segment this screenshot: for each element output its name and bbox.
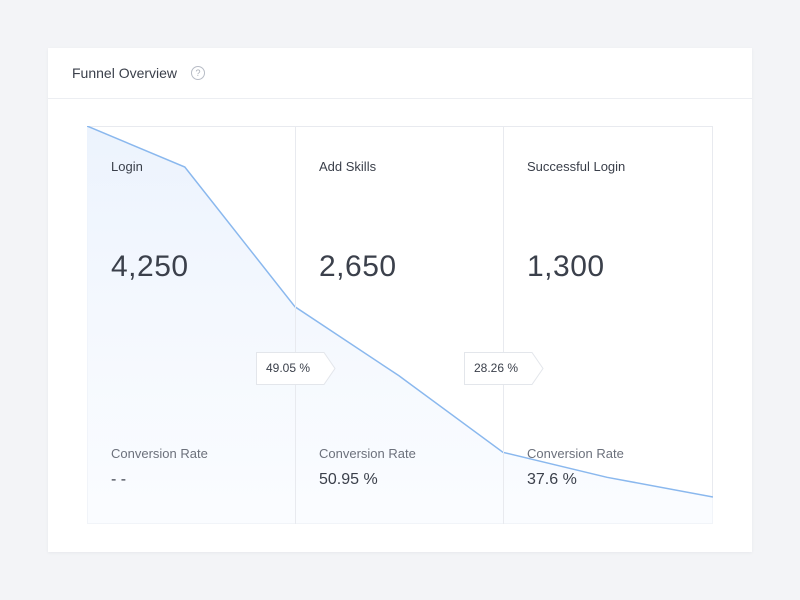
stage-label: Login [111, 159, 143, 174]
conversion-label: Conversion Rate [111, 446, 208, 461]
conversion-value: 37.6 % [527, 471, 577, 488]
stage-value: 1,300 [527, 250, 605, 283]
conversion-label: Conversion Rate [527, 446, 624, 461]
card-title: Funnel Overview [72, 65, 178, 81]
drop-rate-badge: 49.05 % [256, 352, 336, 385]
conversion-label: Conversion Rate [319, 446, 416, 461]
stage-login[interactable]: Login 4,250 Conversion Rate - - [87, 126, 295, 524]
stage-value: 2,650 [319, 250, 397, 283]
question-circle-icon[interactable]: ? [191, 66, 205, 80]
stage-add-skills[interactable]: Add Skills 2,650 Conversion Rate 50.95 % [295, 126, 503, 524]
funnel-chart-svg [87, 126, 713, 524]
drop-rate-label: 28.26 % [474, 361, 519, 375]
stage-value: 4,250 [111, 250, 189, 283]
drop-rate-badge-shape [256, 352, 336, 385]
conversion-value: - - [111, 471, 127, 488]
drop-rate-badge-shape [464, 352, 544, 385]
funnel-chart: Login 4,250 Conversion Rate - - Add Skil… [87, 126, 713, 524]
drop-rate-label: 49.05 % [266, 361, 311, 375]
card-header: Funnel Overview ? [48, 48, 752, 99]
funnel-area [87, 126, 713, 524]
funnel-line [87, 126, 713, 498]
stage-label: Add Skills [319, 159, 377, 174]
stage-label: Successful Login [527, 159, 626, 174]
conversion-value: 50.95 % [319, 471, 378, 488]
drop-rate-badge: 28.26 % [464, 352, 544, 385]
stage-successful-login[interactable]: Successful Login 1,300 Conversion Rate 3… [503, 126, 713, 524]
